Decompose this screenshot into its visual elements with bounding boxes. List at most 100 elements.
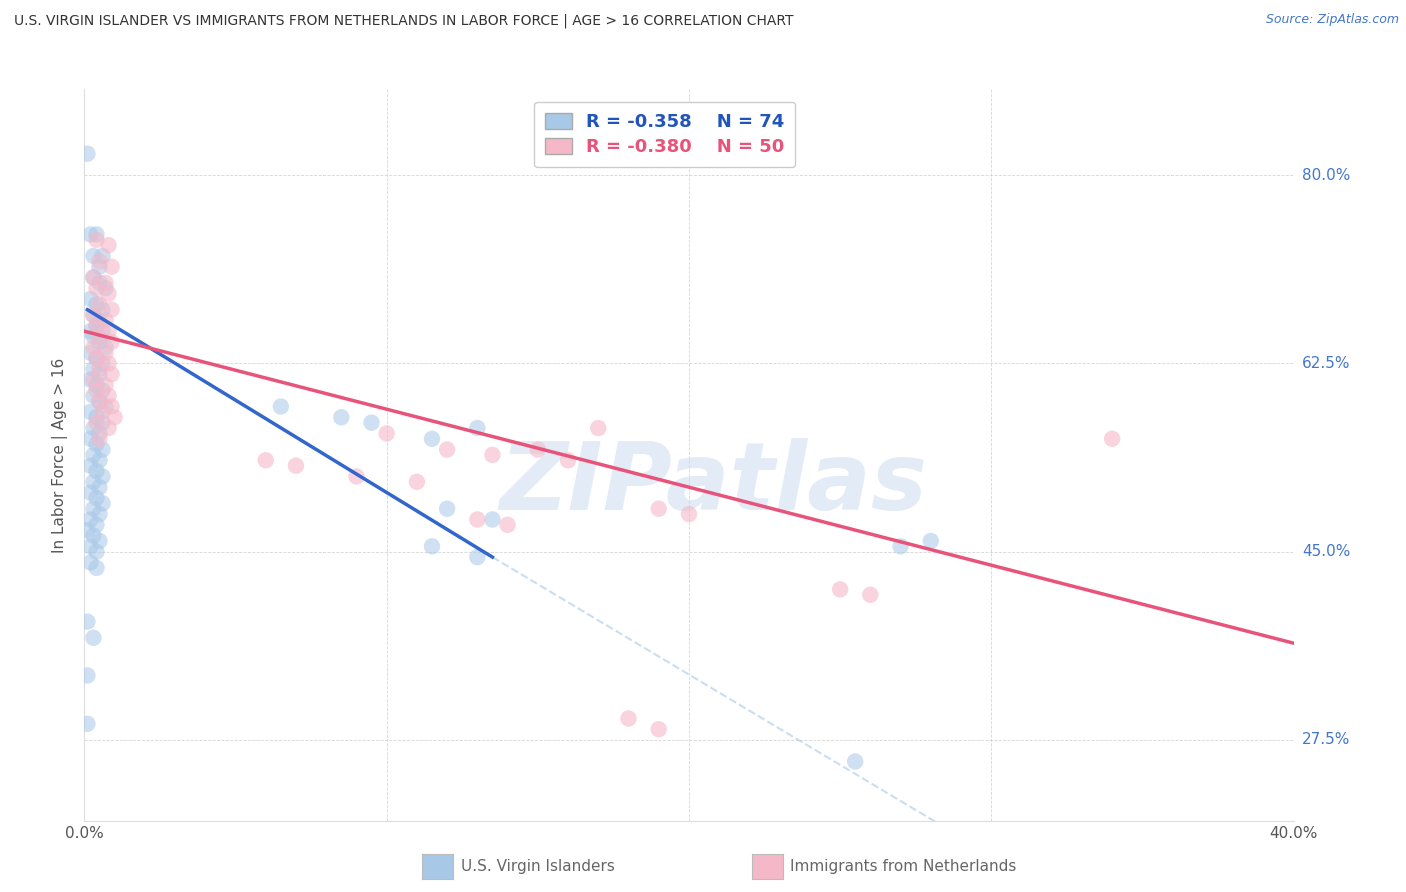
Point <box>82 340 104 354</box>
Point <box>330 410 353 425</box>
Text: Immigrants from Netherlands: Immigrants from Netherlands <box>790 859 1017 873</box>
Point <box>79 539 101 553</box>
Point <box>284 458 308 473</box>
Point <box>89 329 111 343</box>
Point <box>91 249 114 263</box>
Point <box>97 356 120 370</box>
Point <box>76 668 98 682</box>
Point <box>588 421 610 435</box>
Point <box>82 270 104 285</box>
Point <box>89 260 111 274</box>
Point <box>76 523 98 537</box>
Point <box>79 512 101 526</box>
Point <box>346 469 368 483</box>
Point <box>360 416 382 430</box>
Point <box>254 453 277 467</box>
Point <box>859 588 882 602</box>
Point <box>86 233 108 247</box>
Point <box>100 400 122 414</box>
Point <box>436 442 458 457</box>
Point <box>496 517 519 532</box>
Point <box>920 533 942 548</box>
Point <box>86 318 108 333</box>
Point <box>94 400 117 414</box>
Point <box>420 432 443 446</box>
Point <box>830 582 852 597</box>
Text: U.S. VIRGIN ISLANDER VS IMMIGRANTS FROM NETHERLANDS IN LABOR FORCE | AGE > 16 CO: U.S. VIRGIN ISLANDER VS IMMIGRANTS FROM … <box>14 13 793 28</box>
Point <box>76 146 98 161</box>
Point <box>89 394 111 409</box>
Point <box>86 378 108 392</box>
Point <box>97 286 120 301</box>
Point <box>79 345 101 359</box>
Point <box>91 496 114 510</box>
Point <box>89 313 111 327</box>
Point <box>86 351 108 365</box>
Point <box>97 421 120 435</box>
Point <box>79 405 101 419</box>
Point <box>91 405 114 419</box>
Point <box>89 432 111 446</box>
Point <box>526 442 548 457</box>
Point <box>647 501 671 516</box>
Point <box>91 324 114 338</box>
Point <box>86 410 108 425</box>
Point <box>94 276 117 290</box>
Point <box>91 416 114 430</box>
Point <box>79 432 101 446</box>
Point <box>91 356 114 370</box>
Point <box>94 313 117 327</box>
Point <box>844 755 866 769</box>
Point <box>89 394 111 409</box>
Point <box>79 324 101 338</box>
Point <box>94 281 117 295</box>
Point <box>82 308 104 322</box>
Legend: R = -0.358    N = 74, R = -0.380    N = 50: R = -0.358 N = 74, R = -0.380 N = 50 <box>534 102 796 168</box>
Point <box>86 545 108 559</box>
Point <box>86 561 108 575</box>
Point <box>82 362 104 376</box>
Text: Source: ZipAtlas.com: Source: ZipAtlas.com <box>1265 13 1399 27</box>
Point <box>91 384 114 398</box>
Point <box>375 426 398 441</box>
Point <box>100 334 122 349</box>
Point <box>94 378 117 392</box>
Point <box>89 480 111 494</box>
Point <box>89 507 111 521</box>
Point <box>86 517 108 532</box>
Point <box>76 615 98 629</box>
Point <box>82 389 104 403</box>
Point <box>481 448 503 462</box>
Point <box>82 329 104 343</box>
Point <box>86 437 108 451</box>
Point <box>89 334 111 349</box>
Point <box>86 297 108 311</box>
Point <box>79 373 101 387</box>
Point <box>647 723 671 737</box>
Point <box>557 453 579 467</box>
Point <box>436 501 458 516</box>
Point <box>82 501 104 516</box>
Point <box>86 491 108 505</box>
Text: 27.5%: 27.5% <box>1302 732 1350 747</box>
Point <box>79 485 101 500</box>
Point <box>420 539 443 553</box>
Point <box>86 351 108 365</box>
Point <box>82 373 104 387</box>
Point <box>89 276 111 290</box>
Point <box>86 318 108 333</box>
Point <box>91 302 114 317</box>
Point <box>79 227 101 242</box>
Point <box>678 507 700 521</box>
Point <box>86 416 108 430</box>
Point <box>100 368 122 382</box>
Point <box>89 297 111 311</box>
Point <box>79 292 101 306</box>
Point <box>82 448 104 462</box>
Point <box>82 308 104 322</box>
Text: 80.0%: 80.0% <box>1302 168 1350 183</box>
Point <box>82 475 104 489</box>
Point <box>89 426 111 441</box>
Point <box>1101 432 1123 446</box>
Text: ZIPatlas: ZIPatlas <box>499 438 927 530</box>
